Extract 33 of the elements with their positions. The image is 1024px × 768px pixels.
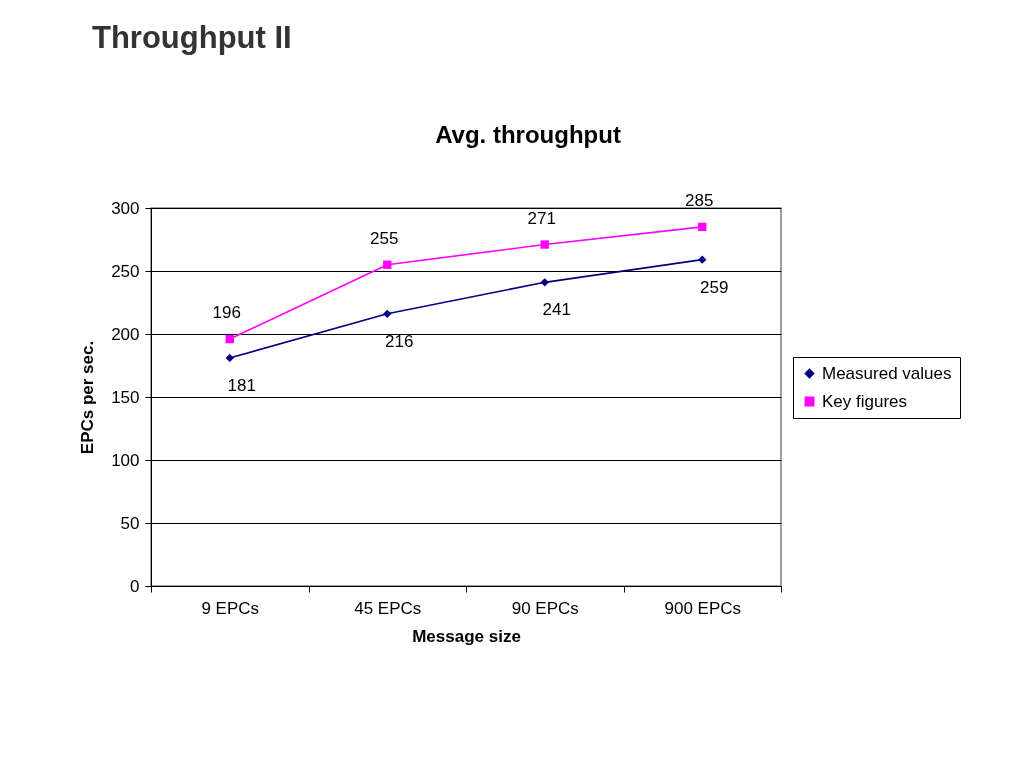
data-label: 271 — [527, 208, 556, 228]
data-label: 241 — [542, 300, 571, 320]
chart-subtitle: Avg. throughput — [435, 121, 621, 148]
x-axis-title: Message size — [412, 626, 521, 646]
x-tick-label: 9 EPCs — [201, 598, 260, 618]
y-tick-label: 0 — [130, 576, 140, 596]
point — [698, 255, 707, 264]
x-tick-label: 900 EPCs — [664, 598, 742, 618]
y-tick-label: 250 — [111, 261, 140, 281]
x-tick-label: 90 EPCs — [511, 598, 579, 618]
legend-label: Key figures — [822, 391, 908, 411]
data-label: 285 — [685, 190, 714, 210]
data-label: 255 — [370, 228, 399, 248]
point — [540, 278, 549, 287]
y-tick-label: 150 — [111, 387, 140, 407]
point — [698, 222, 707, 232]
point — [225, 353, 234, 363]
point — [383, 309, 392, 319]
y-tick-label: 200 — [111, 324, 140, 344]
data-label: 259 — [700, 277, 729, 297]
data-label: 196 — [212, 303, 241, 323]
x-tick-label: 45 EPCs — [354, 598, 422, 618]
point — [225, 334, 234, 344]
point — [540, 240, 549, 249]
legend-label: Measured values — [822, 363, 952, 383]
chart-title: Throughput II — [92, 20, 292, 55]
point — [383, 260, 392, 269]
data-label: 181 — [227, 375, 256, 395]
y-tick-label: 50 — [120, 513, 140, 533]
data-label: 216 — [385, 331, 414, 351]
y-axis-title: EPCs per sec. — [78, 340, 98, 455]
y-tick-label: 300 — [111, 198, 140, 218]
y-tick-label: 100 — [111, 450, 140, 470]
